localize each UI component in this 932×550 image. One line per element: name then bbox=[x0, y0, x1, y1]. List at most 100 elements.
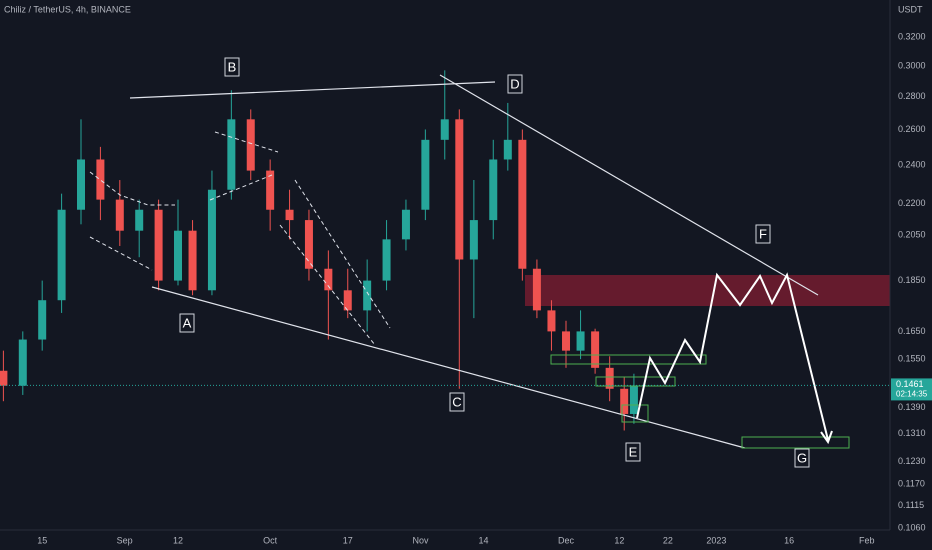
candle-body bbox=[620, 388, 629, 414]
y-tick-label: 0.2600 bbox=[898, 124, 926, 134]
candles bbox=[0, 70, 638, 431]
x-tick-label: 17 bbox=[343, 535, 353, 545]
candle-body bbox=[591, 331, 600, 368]
trendline bbox=[129, 81, 496, 99]
label-text: D bbox=[510, 76, 519, 91]
axes: 0.3200 0.3000 0.2800 0.2600 0.2400 0.2200 0.20… bbox=[0, 32, 932, 545]
y-tick-label: 0.3000 bbox=[898, 60, 926, 70]
candle-body bbox=[207, 189, 216, 291]
candle-body bbox=[547, 310, 556, 332]
label-b: B bbox=[224, 57, 240, 77]
arrowhead bbox=[820, 430, 833, 445]
candle-body bbox=[440, 119, 449, 140]
y-tick-label: 0.1650 bbox=[898, 326, 926, 336]
candle-body bbox=[503, 139, 512, 160]
x-tick-label: Dec bbox=[558, 535, 575, 545]
support-box bbox=[595, 376, 676, 387]
x-tick-label: 2023 bbox=[706, 535, 726, 545]
support-box bbox=[621, 404, 649, 423]
candle-body bbox=[469, 220, 478, 260]
candle-body bbox=[562, 331, 571, 351]
x-tick-label: 12 bbox=[173, 535, 183, 545]
projection-path bbox=[636, 272, 829, 441]
y-tick-label: 0.2200 bbox=[898, 198, 926, 208]
x-tick-label: Feb bbox=[859, 535, 875, 545]
x-tick-label: 15 bbox=[37, 535, 47, 545]
y-tick-label: 0.2050 bbox=[898, 229, 926, 239]
target-box bbox=[741, 436, 850, 449]
candle-body bbox=[304, 220, 313, 269]
x-tick-label: 22 bbox=[663, 535, 673, 545]
support-box bbox=[550, 354, 707, 365]
candle-body bbox=[174, 230, 182, 281]
label-text: A bbox=[183, 315, 192, 330]
candle-body bbox=[76, 159, 85, 210]
candle-body bbox=[363, 280, 372, 311]
label-e: E bbox=[625, 442, 641, 462]
candle-body bbox=[188, 230, 197, 291]
label-c: C bbox=[449, 392, 465, 412]
label-text: B bbox=[228, 59, 237, 74]
y-tick-label: 0.1115 bbox=[898, 500, 924, 510]
label-text: G bbox=[797, 450, 807, 465]
candle-body bbox=[285, 209, 294, 221]
last-price-label: 0.1461 bbox=[896, 379, 924, 389]
candle-body bbox=[154, 209, 163, 281]
candle-body bbox=[57, 209, 66, 301]
candle-body bbox=[18, 339, 27, 386]
candle-body bbox=[246, 119, 255, 171]
candle-body bbox=[532, 268, 541, 311]
candle-body bbox=[605, 367, 614, 389]
candle-body bbox=[135, 209, 144, 231]
candle-body bbox=[324, 268, 333, 291]
dashed-line bbox=[294, 179, 391, 329]
candle-body bbox=[401, 209, 410, 240]
label-g: G bbox=[794, 448, 810, 468]
label-text: E bbox=[629, 444, 638, 459]
candle-body bbox=[629, 385, 638, 414]
y-tick-label: 0.1170 bbox=[898, 478, 925, 488]
y-tick-label: 0.1850 bbox=[898, 275, 926, 285]
header: Chiliz / TetherUS, 4h, BINANCE bbox=[4, 4, 131, 14]
dashed-line bbox=[279, 224, 376, 346]
resistance-zone bbox=[525, 275, 890, 306]
dashed-line bbox=[89, 171, 175, 206]
y-unit: USDT bbox=[898, 4, 923, 14]
candle-body bbox=[489, 159, 498, 221]
trendline bbox=[151, 286, 746, 449]
label-text: F bbox=[759, 226, 767, 241]
trendline bbox=[439, 74, 819, 296]
candle-body bbox=[115, 199, 124, 231]
label-f: F bbox=[755, 224, 771, 244]
candle-body bbox=[38, 300, 47, 340]
x-tick-label: Oct bbox=[263, 535, 278, 545]
label-text: C bbox=[452, 394, 461, 409]
x-tick-label: 12 bbox=[614, 535, 624, 545]
candle-body bbox=[96, 159, 105, 200]
y-tick-label: 0.1230 bbox=[898, 456, 926, 466]
countdown: 02:14:35 bbox=[896, 390, 928, 399]
candle-body bbox=[266, 170, 275, 210]
candle-body bbox=[455, 119, 464, 260]
last-price-tag bbox=[891, 378, 932, 401]
candle-body bbox=[0, 370, 8, 386]
y-tick-label: 0.2400 bbox=[898, 159, 926, 169]
y-tick-label: 0.1310 bbox=[898, 428, 926, 438]
candle-body bbox=[576, 331, 585, 351]
x-tick-label: 16 bbox=[784, 535, 794, 545]
label-a: A bbox=[179, 313, 195, 333]
candle-body bbox=[518, 139, 527, 269]
y-tick-label: 0.1390 bbox=[898, 402, 926, 412]
y-tick-label: 0.1550 bbox=[898, 354, 926, 364]
y-tick-label: 0.3200 bbox=[898, 32, 926, 42]
candle-body bbox=[382, 239, 391, 281]
x-tick-label: Sep bbox=[117, 535, 133, 545]
candle-body bbox=[421, 139, 430, 210]
dashed-line bbox=[89, 236, 153, 271]
y-tick-label: 0.1060 bbox=[898, 522, 926, 532]
drawings bbox=[89, 74, 850, 449]
y-tick-label: 0.2800 bbox=[898, 91, 926, 101]
candle-body bbox=[343, 290, 352, 311]
candle-body bbox=[227, 119, 236, 190]
